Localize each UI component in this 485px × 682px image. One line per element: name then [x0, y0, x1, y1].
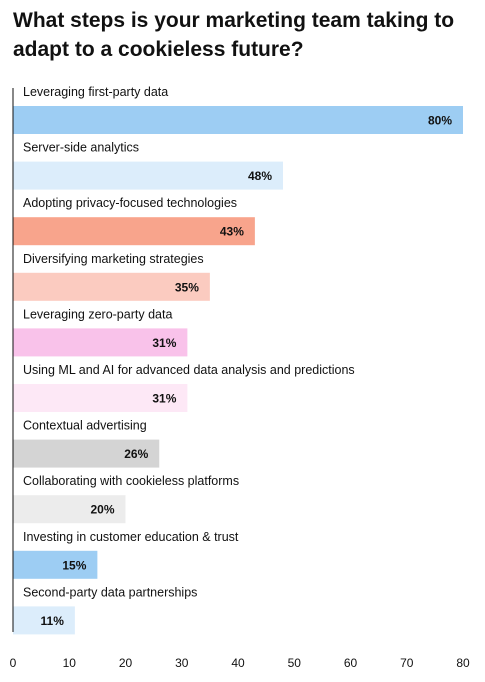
- bar: [13, 328, 188, 357]
- value-labels: 80% 48% 43% 35% 31% 31% 26% 20% 15% 11%: [41, 114, 453, 628]
- value-label: 48%: [248, 169, 272, 183]
- bar: [13, 217, 255, 246]
- bar: [13, 606, 75, 635]
- x-tick-label: 10: [63, 656, 77, 670]
- category-label: Collaborating with cookieless platforms: [23, 474, 239, 488]
- value-label: 43%: [220, 225, 244, 239]
- x-tick-label: 70: [400, 656, 414, 670]
- bar: [13, 495, 126, 524]
- category-labels: Leveraging first-party data Server-side a…: [23, 85, 355, 599]
- value-label: 11%: [41, 614, 65, 628]
- category-label: Leveraging first-party data: [23, 85, 168, 99]
- bar: [13, 550, 98, 579]
- category-label: Contextual advertising: [23, 419, 147, 433]
- x-tick-label: 0: [10, 656, 17, 670]
- x-tick-label: 40: [231, 656, 245, 670]
- category-label: Using ML and AI for advanced data analys…: [23, 363, 355, 377]
- x-tick-label: 20: [119, 656, 133, 670]
- category-label: Second-party data partnerships: [23, 585, 197, 599]
- bar: [13, 272, 210, 301]
- category-label: Server-side analytics: [23, 141, 139, 155]
- x-tick-label: 30: [175, 656, 189, 670]
- category-label: Investing in customer education & trust: [23, 530, 239, 544]
- x-axis-ticks: 0 10 20 30 40 50 60 70 80: [10, 656, 470, 670]
- value-label: 20%: [90, 503, 114, 517]
- bar: [13, 384, 188, 412]
- bars-layer: [13, 106, 463, 635]
- x-tick-label: 60: [344, 656, 358, 670]
- category-label: Leveraging zero-party data: [23, 307, 172, 321]
- bar: [13, 439, 160, 468]
- x-tick-label: 80: [456, 656, 470, 670]
- value-label: 31%: [152, 392, 176, 406]
- value-label: 35%: [175, 280, 199, 294]
- category-label: Adopting privacy-focused technologies: [23, 196, 237, 210]
- value-label: 26%: [124, 447, 148, 461]
- chart-title: What steps is your marketing team taking…: [13, 9, 455, 61]
- x-tick-label: 50: [288, 656, 302, 670]
- value-label: 15%: [62, 558, 86, 572]
- bar: [13, 161, 283, 190]
- category-label: Diversifying marketing strategies: [23, 252, 204, 266]
- value-label: 31%: [152, 336, 176, 350]
- bar: [13, 106, 463, 134]
- value-label: 80%: [428, 114, 452, 128]
